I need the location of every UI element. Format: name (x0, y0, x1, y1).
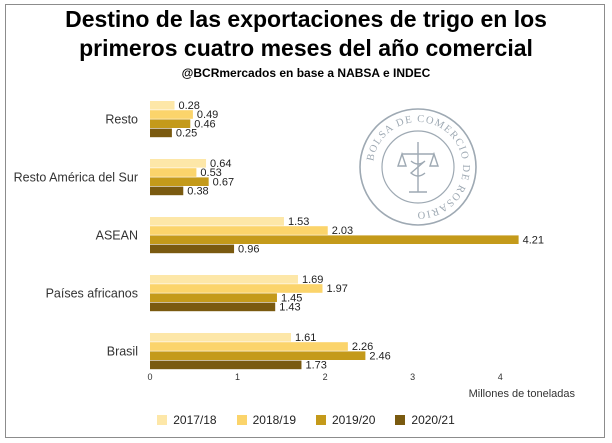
bar (150, 159, 207, 168)
bar (150, 101, 175, 110)
x-tick-label: 0 (147, 372, 152, 382)
data-label: 1.45 (281, 292, 302, 304)
data-label: 2.46 (369, 350, 390, 362)
category-label: ASEAN (96, 228, 138, 242)
bar (150, 186, 184, 196)
legend-swatch (236, 415, 247, 425)
bar (150, 235, 519, 244)
bar (150, 168, 197, 177)
bar-chart: Resto Resto América del Sur ASEAN Países af… (14, 100, 576, 400)
bar (150, 244, 235, 254)
legend-swatch (157, 415, 168, 425)
chart-frame (5, 4, 605, 438)
bar (150, 275, 298, 284)
chart-legend: 2017/18 2018/19 2019/20 2020/21 (0, 413, 612, 427)
bar (150, 333, 291, 342)
data-label: 2.26 (352, 341, 373, 353)
data-label: 0.96 (238, 244, 259, 256)
data-label: 0.67 (213, 176, 234, 188)
data-label: 1.53 (288, 216, 309, 228)
data-label: 0.49 (197, 109, 218, 121)
legend-label: 2018/19 (252, 413, 296, 427)
category-label: Resto (105, 112, 138, 126)
x-axis: 0 1 2 3 4 Millones de toneladas (147, 372, 575, 400)
chart-title-line-1: Destino de las exportaciones de trigo en… (65, 6, 547, 32)
legend-item: 2018/19 (236, 413, 296, 427)
legend-swatch (395, 415, 406, 425)
value-labels: 0.280.490.460.25 0.640.530.67 0.38 1.53 2.03… (176, 100, 544, 372)
data-label: 0.46 (194, 118, 215, 130)
chart-subtitle: @BCRmercados en base a NABSA e INDEC (181, 66, 431, 80)
bar (150, 110, 193, 119)
data-label: 0.38 (187, 186, 208, 198)
data-label: 2.03 (332, 225, 353, 237)
bar (150, 226, 328, 235)
chart-title-line-2: primeros cuatro meses del año comercial (79, 35, 533, 61)
legend-item: 2017/18 (157, 413, 217, 427)
data-label: 4.21 (523, 234, 544, 246)
category-label: Brasil (107, 344, 138, 358)
bar (150, 360, 302, 370)
legend-label: 2017/18 (173, 413, 217, 427)
data-label: 0.64 (210, 158, 231, 170)
data-label: 1.69 (302, 274, 323, 286)
x-tick-label: 4 (498, 372, 503, 382)
legend-swatch (316, 415, 326, 425)
legend-label: 2020/21 (411, 413, 455, 427)
x-axis-label: Millones de toneladas (469, 388, 576, 400)
data-label: 1.73 (305, 360, 326, 372)
x-tick-label: 1 (235, 372, 240, 382)
data-label: 0.28 (179, 100, 200, 112)
bar (150, 302, 276, 312)
bar (150, 128, 172, 138)
category-labels: Resto Resto América del Sur ASEAN Países af… (14, 112, 138, 358)
bar (150, 177, 209, 186)
data-label: 1.61 (295, 332, 316, 344)
bar (150, 293, 277, 302)
data-label: 1.97 (326, 283, 347, 295)
legend-item: 2020/21 (395, 413, 455, 427)
bar (150, 284, 323, 293)
category-label: Resto América del Sur (14, 170, 138, 184)
x-tick-label: 3 (410, 372, 415, 382)
bar (150, 342, 348, 351)
legend-item: 2019/20 (316, 413, 375, 427)
bar (150, 119, 191, 128)
bar (150, 351, 366, 360)
legend-label: 2019/20 (332, 413, 376, 427)
bar (150, 217, 284, 226)
bars (150, 101, 519, 370)
category-label: Países africanos (46, 286, 138, 300)
data-label: 0.53 (200, 167, 221, 179)
data-label: 0.25 (176, 128, 197, 140)
data-label: 1.43 (279, 302, 300, 314)
x-tick-label: 2 (323, 372, 328, 382)
